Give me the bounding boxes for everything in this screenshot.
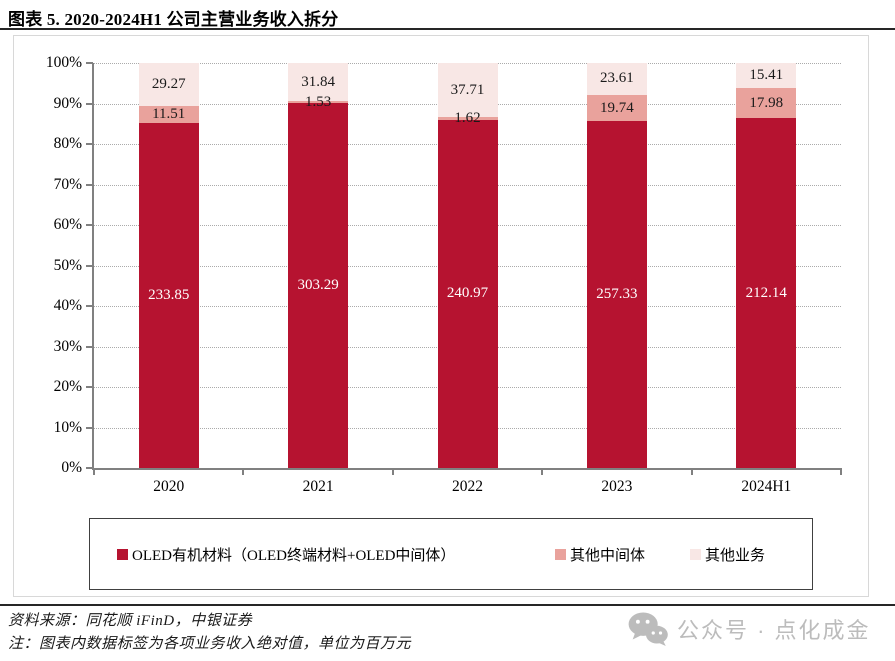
bar-value-label: 29.27 [151, 76, 186, 93]
bar-segment [288, 103, 349, 468]
bar-value-label: 11.51 [152, 106, 186, 123]
y-tick-label: 0% [61, 459, 82, 476]
wechat-icon [628, 612, 668, 646]
wechat-watermark: 公众号 · 点化成金 [627, 608, 871, 650]
bar-value-label: 1.53 [304, 93, 332, 110]
legend-item: OLED有机材料（OLED终端材料+OLED中间体） [117, 519, 455, 589]
bar-value-label: 19.74 [600, 99, 634, 116]
y-axis-tick [86, 102, 93, 105]
x-axis-tick [541, 468, 544, 475]
watermark-text: 公众号 · 点化成金 [677, 618, 871, 643]
y-axis-tick [86, 467, 93, 469]
bar-value-label: 233.85 [148, 287, 190, 304]
legend-label: OLED有机材料（OLED终端材料+OLED中间体） [132, 547, 456, 564]
bar-value-label: 1.62 [454, 110, 481, 127]
y-tick-label: 50% [53, 256, 82, 274]
legend-item: 其他中间体 [555, 519, 645, 589]
y-tick-label: 30% [53, 337, 82, 355]
y-axis-tick [86, 224, 93, 226]
chart-area: 100% 90% 80% 70% 60% 50% 40% 30% 20% 10% 0% 233.85 1… [14, 36, 868, 596]
y-tick-label: 100% [45, 54, 82, 71]
title-divider [0, 28, 895, 30]
y-tick-label: 80% [53, 135, 82, 152]
chart-legend: OLED有机材料（OLED终端材料+OLED中间体） 其他中间体 其他业务 [89, 518, 813, 590]
bar-segment [586, 63, 647, 95]
bar-value-label: 257.33 [596, 286, 638, 303]
legend-swatch [117, 548, 128, 560]
bar-value-label: 240.97 [446, 285, 489, 302]
chart-note: 注：图表内数据标签为各项业务收入绝对值，单位为百万元 [8, 636, 412, 652]
y-axis-tick [86, 345, 93, 348]
bar-segment [437, 119, 498, 468]
x-axis-tick [840, 468, 842, 475]
bar-value-label: 212.14 [745, 284, 787, 301]
bar-segment [736, 118, 797, 468]
chart-frame: 100% 90% 80% 70% 60% 50% 40% 30% 20% 10% 0% 233.85 1… [13, 35, 869, 597]
y-axis-tick [86, 183, 93, 186]
bar-segment [138, 123, 199, 468]
bar-value-label: 15.41 [749, 67, 784, 84]
bar-value-label: 23.61 [600, 70, 634, 87]
x-axis-line [92, 468, 841, 470]
bar-value-label: 37.71 [450, 81, 485, 98]
y-axis-tick [86, 386, 93, 388]
y-tick-label: 10% [53, 418, 82, 436]
legend-swatch [690, 548, 701, 560]
y-axis-tick [86, 264, 93, 267]
bar-segment [736, 63, 797, 89]
y-axis-tick [86, 143, 93, 145]
x-tick-label: 2022 [452, 478, 483, 495]
y-axis-tick [86, 426, 93, 429]
bar-value-label: 31.84 [301, 73, 335, 90]
legend-label: 其他中间体 [570, 547, 646, 564]
bar-segment [586, 121, 647, 468]
bar-segment [138, 106, 199, 124]
x-axis-tick [93, 468, 95, 475]
x-tick-label: 2020 [153, 478, 185, 495]
figure-title: 图表 5. 2020-2024H1 公司主营业务收入拆分 [8, 10, 339, 29]
bar-segment [288, 63, 349, 102]
bar-segment [437, 63, 498, 118]
bar-segment [138, 63, 199, 107]
y-axis-tick [86, 62, 93, 64]
source-note: 资料来源：同花顺 iFinD，中银证券 [8, 613, 253, 629]
legend-label: 其他业务 [705, 547, 766, 564]
legend-swatch [555, 548, 566, 560]
x-axis-tick [242, 468, 245, 475]
y-tick-label: 60% [53, 216, 82, 233]
bar-value-label: 17.98 [749, 94, 784, 111]
bar-segment [288, 101, 349, 104]
y-tick-label: 40% [53, 297, 82, 314]
y-axis-tick [86, 305, 93, 307]
footer-divider [0, 604, 895, 606]
x-tick-label: 2023 [601, 478, 633, 495]
bar-segment [736, 88, 797, 119]
y-tick-label: 90% [53, 94, 82, 112]
bar-segment [586, 94, 647, 122]
x-axis-tick [391, 468, 394, 475]
y-axis-line [92, 63, 94, 468]
legend-item: 其他业务 [690, 519, 765, 589]
bar-segment [437, 117, 498, 120]
x-tick-label: 2021 [302, 478, 334, 495]
x-axis-tick [690, 468, 693, 475]
y-tick-label: 70% [53, 175, 82, 193]
bar-value-label: 303.29 [297, 277, 339, 294]
y-tick-label: 20% [53, 378, 82, 395]
x-tick-label: 2024H1 [741, 478, 792, 495]
